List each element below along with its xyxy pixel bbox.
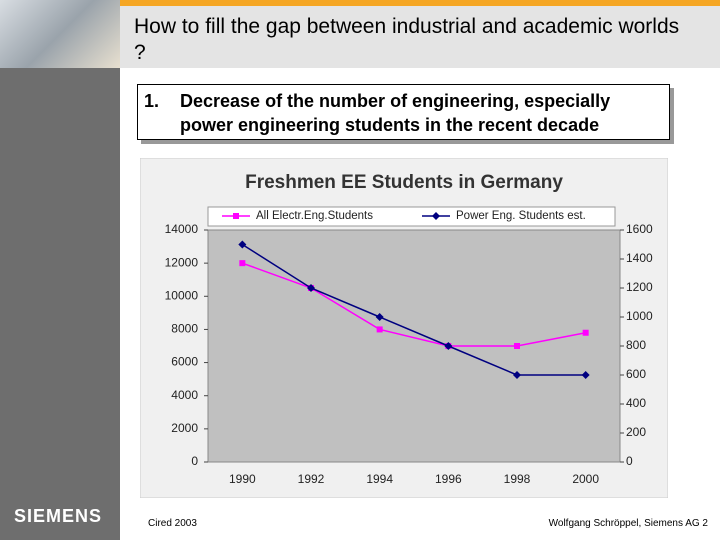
y2-tick-label: 200 bbox=[626, 425, 646, 439]
data-point bbox=[238, 240, 247, 249]
y2-tick-label: 1600 bbox=[626, 222, 653, 236]
y-tick-label: 4000 bbox=[171, 388, 198, 402]
header-band bbox=[120, 0, 720, 68]
chart: Freshmen EE Students in Germany 02000400… bbox=[140, 158, 668, 498]
y-tick-label: 10000 bbox=[165, 288, 199, 302]
x-tick-label: 1998 bbox=[504, 472, 531, 486]
legend-marker bbox=[432, 212, 440, 220]
y-tick-label: 0 bbox=[191, 454, 198, 468]
y-tick-label: 8000 bbox=[171, 322, 198, 336]
y-tick-label: 14000 bbox=[165, 222, 199, 236]
y-tick-label: 6000 bbox=[171, 355, 198, 369]
y-tick-label: 12000 bbox=[165, 255, 199, 269]
plot-area bbox=[207, 229, 621, 463]
y-tick-label: 2000 bbox=[171, 421, 198, 435]
footer-right: Wolfgang Schröppel, Siemens AG 2 bbox=[548, 518, 708, 529]
logo: SIEMENS bbox=[14, 506, 103, 526]
data-point bbox=[582, 329, 589, 336]
footer-left: Cired 2003 bbox=[148, 518, 197, 529]
data-point bbox=[376, 326, 383, 333]
accent-bar bbox=[120, 0, 720, 6]
slide-title: How to fill the gap between industrial a… bbox=[134, 15, 680, 64]
y2-tick-label: 1000 bbox=[626, 309, 653, 323]
data-point bbox=[514, 343, 520, 349]
sidebar bbox=[0, 68, 120, 540]
header-photo bbox=[0, 0, 120, 68]
data-point bbox=[375, 313, 384, 321]
x-tick-label: 2000 bbox=[572, 472, 599, 486]
data-point bbox=[239, 260, 246, 267]
data-point bbox=[307, 284, 315, 292]
x-tick-label: 1996 bbox=[435, 472, 462, 486]
point-text: Decrease of the number of engineering, e… bbox=[180, 91, 611, 135]
y2-tick-label: 0 bbox=[626, 454, 633, 468]
y2-tick-label: 1400 bbox=[626, 251, 653, 265]
series-line bbox=[241, 243, 586, 376]
legend-label: Power Eng. Students est. bbox=[456, 210, 586, 222]
x-tick-label: 1994 bbox=[366, 472, 393, 486]
legend-marker bbox=[233, 213, 239, 219]
point-box: 1. Decrease of the number of engineering… bbox=[137, 84, 670, 140]
x-tick-label: 1992 bbox=[298, 472, 325, 486]
y2-tick-label: 1200 bbox=[626, 280, 653, 294]
point-number: 1. bbox=[144, 91, 160, 111]
legend-label: All Electr.Eng.Students bbox=[256, 210, 373, 222]
data-point bbox=[513, 371, 521, 379]
series-line bbox=[242, 262, 586, 347]
y2-tick-label: 800 bbox=[626, 338, 646, 352]
chart-title: Freshmen EE Students in Germany bbox=[245, 172, 563, 193]
y2-tick-label: 600 bbox=[626, 367, 646, 381]
legend-box bbox=[207, 206, 616, 227]
data-point bbox=[444, 342, 453, 350]
x-tick-label: 1990 bbox=[229, 472, 256, 486]
y2-tick-label: 400 bbox=[626, 396, 646, 410]
data-point bbox=[581, 371, 590, 379]
